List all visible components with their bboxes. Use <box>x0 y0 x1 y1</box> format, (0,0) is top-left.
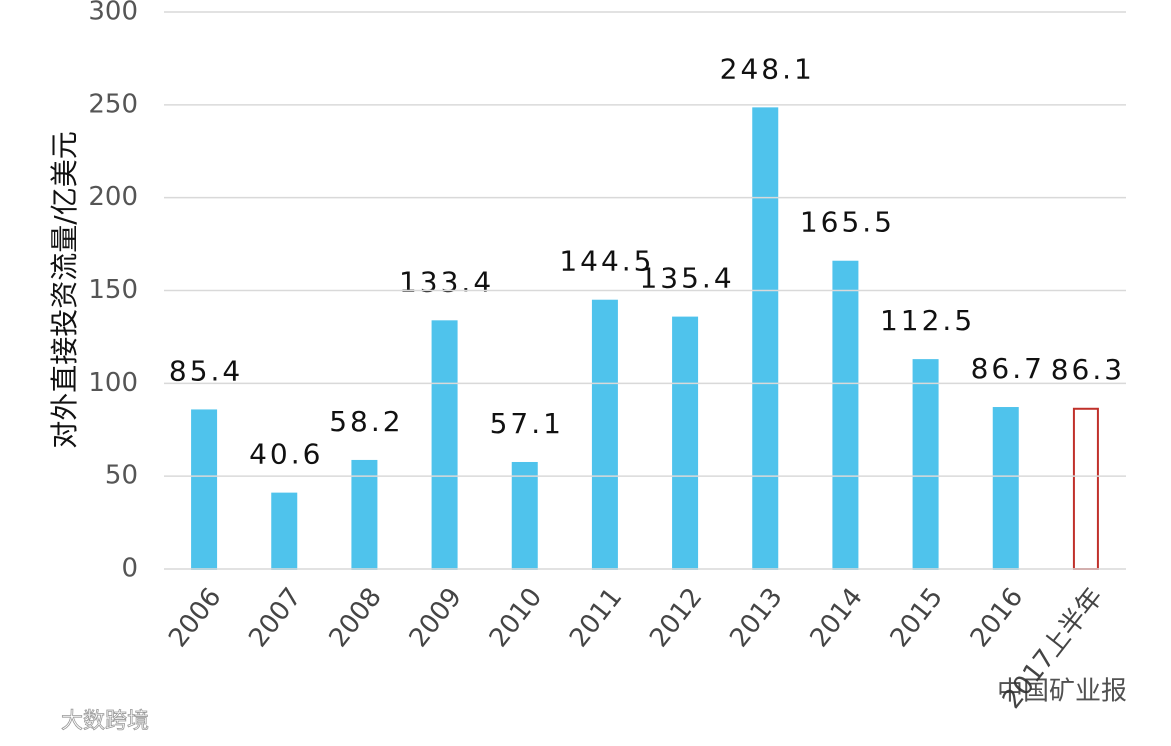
bar <box>511 461 538 571</box>
x-tick-label: 2015 <box>885 582 949 653</box>
value-label: 40.6 <box>249 438 323 471</box>
bar <box>351 459 378 570</box>
bar <box>271 492 298 570</box>
x-tick-label: 2007 <box>243 582 307 653</box>
bar <box>591 299 618 570</box>
watermark: 中国矿业报 <box>997 677 1127 707</box>
y-tick-label: 50 <box>105 461 138 491</box>
value-label: 248.1 <box>720 52 815 85</box>
y-tick-label: 300 <box>88 0 138 27</box>
y-tick-label: 100 <box>88 368 138 398</box>
value-label: 58.2 <box>329 405 403 438</box>
bar <box>832 260 859 570</box>
value-label: 135.4 <box>639 262 734 295</box>
value-label: 112.5 <box>880 304 975 337</box>
x-tick-label: 2012 <box>644 582 708 653</box>
value-label: 86.3 <box>1051 353 1125 386</box>
bar <box>752 107 779 571</box>
value-label: 86.7 <box>971 352 1045 385</box>
y-tick-label: 250 <box>88 89 138 119</box>
y-tick-label: 150 <box>88 275 138 305</box>
x-tick-label: 2006 <box>163 582 227 653</box>
value-label: 57.1 <box>490 407 564 440</box>
y-axis-title: 对外直接投资流量/亿美元 <box>48 131 81 448</box>
value-label: 144.5 <box>559 245 654 278</box>
x-tick-label: 2010 <box>484 582 548 653</box>
bar <box>992 407 1019 571</box>
y-tick-label: 200 <box>88 182 138 212</box>
watermark: 大数跨境 <box>61 709 149 734</box>
bar <box>431 320 458 571</box>
x-tick-label: 2016 <box>965 582 1029 653</box>
bar <box>912 359 939 570</box>
bar <box>191 409 218 570</box>
x-tick-label: 2009 <box>404 582 468 653</box>
x-tick-label: 2011 <box>564 582 628 653</box>
x-tick-label: 2008 <box>323 582 387 653</box>
value-label: 165.5 <box>800 206 895 239</box>
bar <box>672 316 699 570</box>
x-tick-label: 2014 <box>804 582 868 653</box>
bar <box>1072 407 1099 570</box>
value-label: 85.4 <box>169 354 243 387</box>
y-tick-label: 0 <box>121 554 138 584</box>
value-label: 133.4 <box>399 265 494 298</box>
x-tick-label: 2013 <box>724 582 788 653</box>
